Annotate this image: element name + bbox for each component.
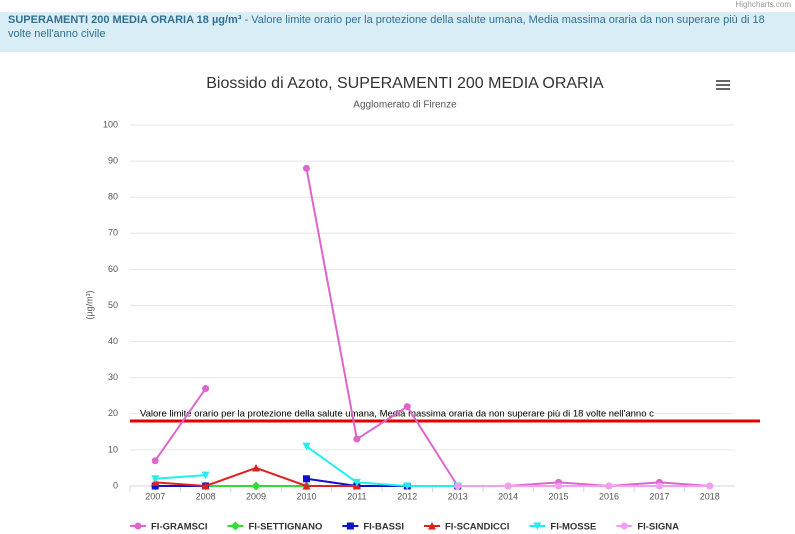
legend-item[interactable]: FI-SCANDICCI bbox=[424, 522, 509, 533]
marker bbox=[230, 521, 240, 531]
legend-label: FI-BASSI bbox=[363, 522, 404, 533]
x-tick-label: 2016 bbox=[599, 491, 619, 501]
x-tick-label: 2014 bbox=[498, 491, 518, 501]
x-tick-label: 2011 bbox=[347, 491, 366, 501]
marker bbox=[620, 522, 628, 530]
marker bbox=[201, 471, 210, 480]
legend-label: FI-SETTIGNANO bbox=[248, 522, 322, 533]
marker bbox=[504, 482, 512, 490]
x-tick-label: 2013 bbox=[448, 491, 468, 501]
legend-item[interactable]: FI-SIGNA bbox=[616, 522, 679, 533]
marker bbox=[134, 522, 142, 530]
marker bbox=[428, 522, 436, 530]
credit[interactable]: Highcharts.com bbox=[735, 0, 791, 9]
marker bbox=[353, 435, 361, 443]
y-tick-label: 10 bbox=[108, 444, 118, 454]
marker bbox=[251, 481, 261, 491]
marker bbox=[706, 482, 714, 490]
marker bbox=[201, 482, 210, 490]
legend-item[interactable]: FI-GRAMSCI bbox=[130, 522, 207, 533]
legend-label: FI-MOSSE bbox=[550, 522, 596, 533]
y-tick-label: 0 bbox=[113, 480, 118, 490]
marker bbox=[302, 164, 310, 172]
legend-item[interactable]: FI-MOSSE bbox=[529, 522, 596, 533]
y-tick-label: 70 bbox=[108, 228, 118, 238]
marker bbox=[302, 442, 311, 451]
banner: SUPERAMENTI 200 MEDIA ORARIA 18 µg/m³ - … bbox=[0, 12, 795, 52]
marker bbox=[302, 475, 310, 483]
marker bbox=[202, 385, 210, 393]
marker bbox=[555, 482, 563, 490]
x-tick-label: 2012 bbox=[397, 491, 417, 501]
x-tick-label: 2008 bbox=[196, 491, 216, 501]
marker bbox=[302, 482, 311, 490]
marker bbox=[403, 403, 411, 411]
marker bbox=[403, 482, 412, 490]
marker bbox=[252, 463, 261, 472]
y-tick-label: 50 bbox=[108, 300, 118, 310]
series bbox=[151, 442, 462, 490]
legend-item[interactable]: FI-SETTIGNANO bbox=[227, 521, 322, 533]
series bbox=[454, 482, 714, 490]
y-tick-label: 40 bbox=[108, 336, 118, 346]
marker bbox=[352, 478, 361, 487]
series-line bbox=[155, 445, 458, 487]
marker bbox=[151, 457, 159, 465]
marker bbox=[151, 475, 160, 483]
marker bbox=[655, 482, 663, 490]
y-axis-label: (µg/m³) bbox=[84, 290, 94, 319]
legend-item[interactable]: FI-BASSI bbox=[342, 522, 404, 533]
legend-label: FI-SIGNA bbox=[637, 522, 679, 533]
menu-button[interactable] bbox=[716, 80, 730, 90]
x-tick-label: 2015 bbox=[549, 491, 569, 501]
y-tick-label: 90 bbox=[108, 155, 118, 165]
y-tick-label: 60 bbox=[108, 264, 118, 274]
chart-subtitle: Agglomerato di Firenze bbox=[353, 100, 457, 111]
marker bbox=[605, 482, 613, 490]
y-tick-label: 100 bbox=[103, 119, 118, 129]
x-tick-label: 2009 bbox=[246, 491, 266, 501]
marker bbox=[533, 522, 542, 530]
x-tick-label: 2007 bbox=[145, 491, 165, 501]
series bbox=[151, 164, 714, 490]
legend-label: FI-SCANDICCI bbox=[445, 522, 509, 533]
banner-text: - Valore limite orario per la protezione… bbox=[8, 14, 765, 40]
banner-strong: SUPERAMENTI 200 MEDIA ORARIA 18 µg/m³ bbox=[8, 14, 242, 26]
marker bbox=[151, 482, 159, 490]
y-tick-label: 80 bbox=[108, 192, 118, 202]
x-tick-label: 2010 bbox=[296, 491, 316, 501]
legend-label: FI-GRAMSCI bbox=[151, 522, 207, 533]
x-tick-label: 2018 bbox=[700, 491, 720, 501]
chart-title: Biossido di Azoto, SUPERAMENTI 200 MEDIA… bbox=[206, 75, 604, 92]
series-line bbox=[154, 168, 710, 488]
x-tick-label: 2017 bbox=[649, 491, 669, 501]
marker bbox=[454, 482, 462, 490]
y-tick-label: 30 bbox=[108, 372, 118, 382]
marker bbox=[346, 522, 354, 530]
y-tick-label: 20 bbox=[108, 408, 118, 418]
